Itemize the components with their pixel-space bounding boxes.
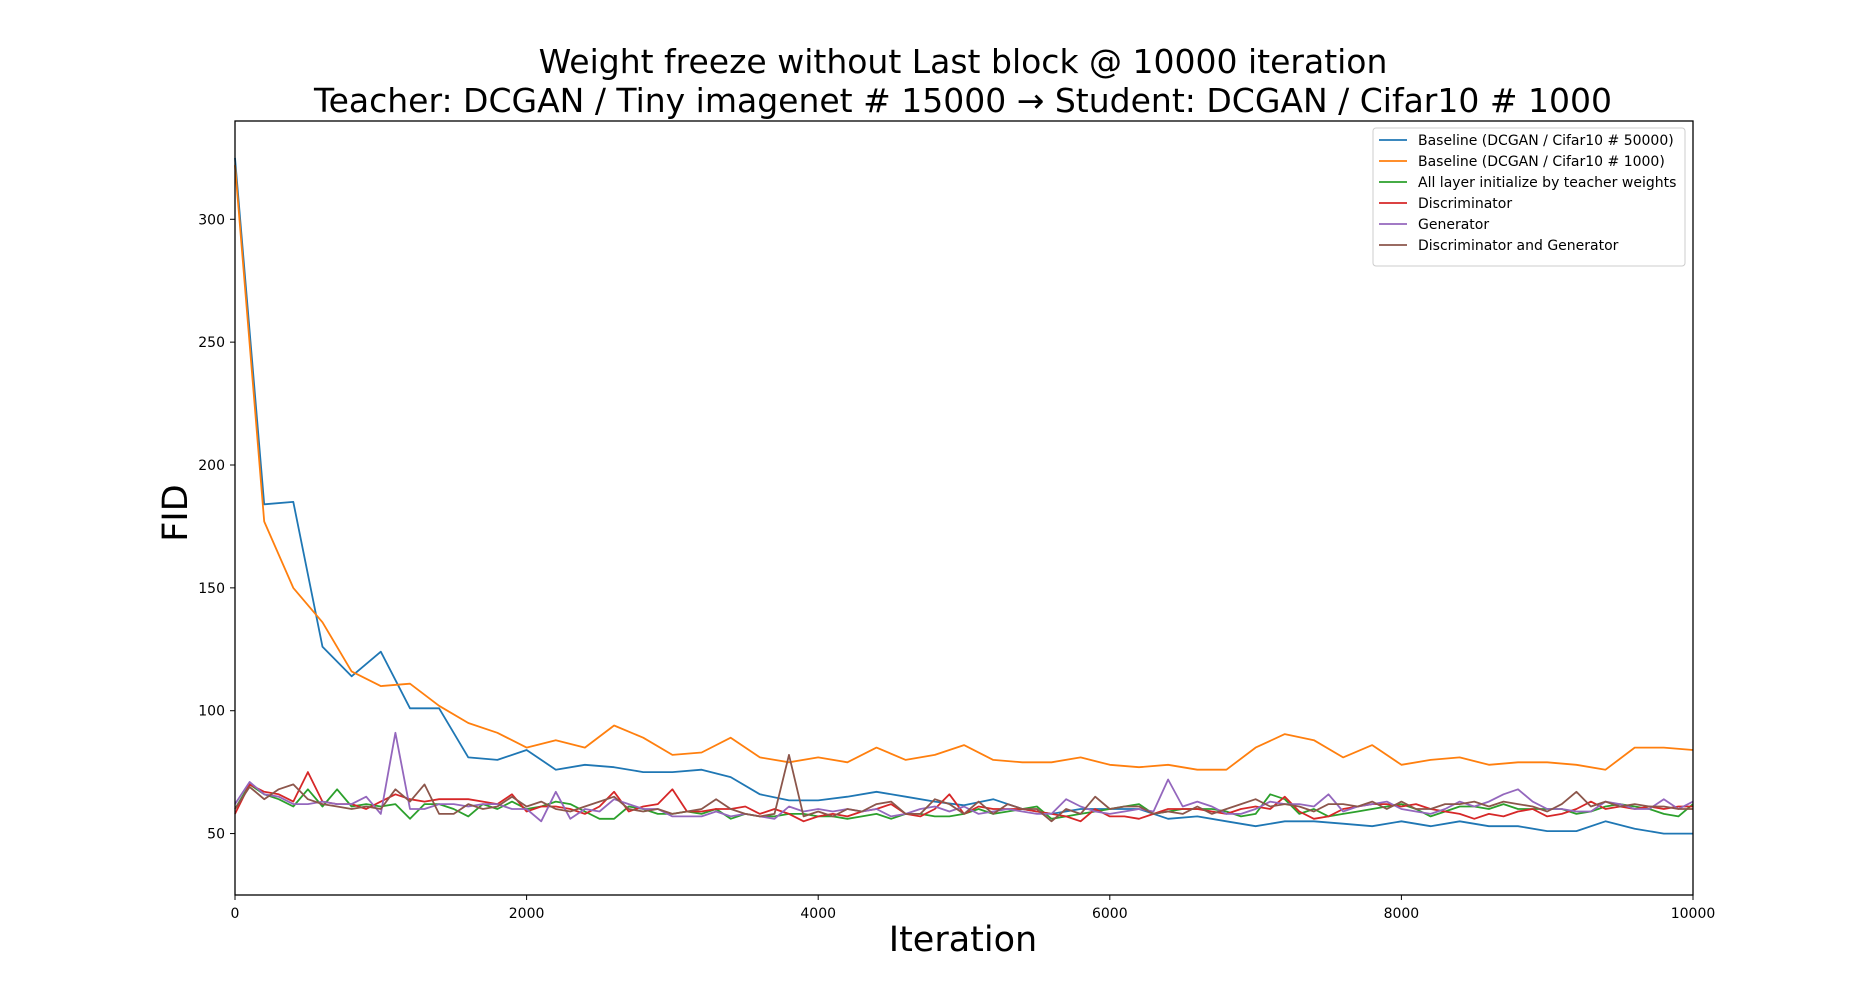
legend-label-2: Baseline (DCGAN / Cifar10 # 1000)	[1418, 154, 1665, 170]
x-axis: 0 2000 4000 6000 8000 10000	[231, 895, 1716, 922]
legend-label-6: Discriminator and Generator	[1418, 238, 1619, 254]
y-tick-label: 100	[198, 704, 225, 720]
series-line-1	[234, 157, 1693, 835]
legend-label-3: All layer initialize by teacher weights	[1418, 175, 1676, 191]
legend-box	[1372, 127, 1686, 267]
plot-series	[234, 157, 1694, 835]
legend-label-4: Discriminator	[1418, 196, 1512, 212]
legend-label-1: Baseline (DCGAN / Cifar10 # 50000)	[1418, 133, 1674, 149]
series-line-5	[234, 731, 1694, 823]
x-tick-label: 8000	[1384, 906, 1420, 922]
y-tick-label: 150	[198, 581, 225, 597]
chart-subtitle: Teacher: DCGAN / Tiny imagenet # 15000 →…	[313, 81, 1612, 120]
plot-frame	[234, 120, 1694, 896]
x-tick-label: 6000	[1092, 906, 1128, 922]
legend: Baseline (DCGAN / Cifar10 # 50000) Baseli…	[1372, 127, 1686, 267]
chart-title: Weight freeze without Last block @ 10000…	[539, 42, 1388, 81]
y-tick-label: 50	[207, 827, 225, 843]
y-axis-label: FID	[156, 484, 196, 541]
x-tick-label: 10000	[1671, 906, 1716, 922]
x-axis-label: Iteration	[889, 920, 1037, 960]
legend-label-5: Generator	[1418, 217, 1489, 233]
y-tick-label: 200	[198, 458, 225, 474]
series-line-2	[234, 165, 1694, 771]
series-line-6	[234, 754, 1693, 823]
x-tick-label: 2000	[509, 906, 545, 922]
y-tick-label: 250	[198, 335, 225, 351]
y-axis: 50 100 150 200 250 300	[198, 212, 235, 843]
x-tick-label: 4000	[800, 906, 836, 922]
y-tick-label: 300	[198, 212, 225, 228]
x-tick-label: 0	[231, 906, 240, 922]
